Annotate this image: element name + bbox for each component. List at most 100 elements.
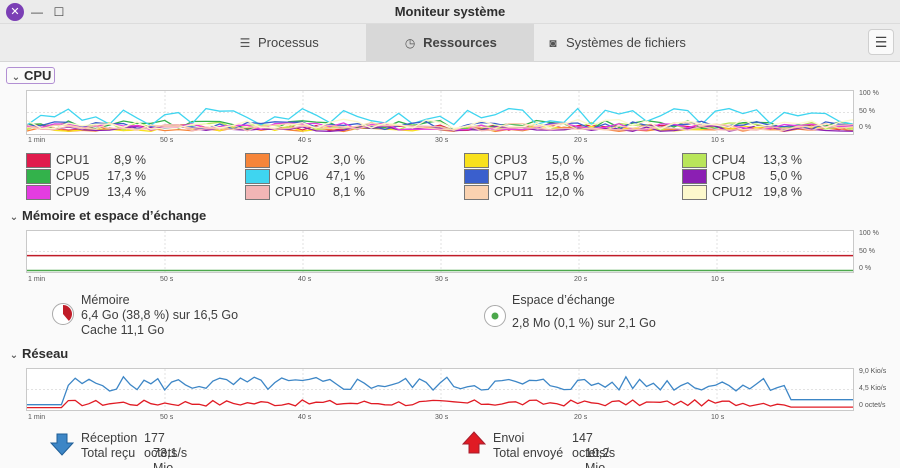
cpu-color-swatch[interactable] [682, 185, 707, 200]
network-history-chart [27, 369, 853, 410]
receive-total-label: Total reçu [81, 446, 136, 460]
download-arrow-icon[interactable] [49, 432, 75, 459]
swap-title: Espace d’échange [512, 293, 615, 307]
time-axis-label: 50 s [160, 276, 174, 283]
cpu-percent: 47,1 % [326, 169, 365, 183]
send-info: Envoi 147 octets/s Total envoyé 10,2 Mio [493, 431, 615, 468]
time-axis-label: 20 s [574, 276, 588, 283]
send-value: 147 octets/s [572, 431, 616, 460]
close-icon[interactable]: ✕ [6, 3, 24, 21]
cpu-color-swatch[interactable] [682, 169, 707, 184]
cpu-y-label-0: 0 % [859, 124, 872, 131]
chevron-down-icon: ⌄ [9, 350, 19, 361]
cpu-y-label-100: 100 % [859, 90, 879, 97]
cpu-color-swatch[interactable] [464, 169, 489, 184]
net-y-label-0: 0 octet/s [859, 402, 886, 409]
list-icon: ☰ [239, 36, 251, 50]
cpu-color-swatch[interactable] [464, 185, 489, 200]
tab-bar: ☰ Processus ◷ Ressources ◙ Systèmes de fich… [0, 24, 900, 62]
cpu-color-swatch[interactable] [682, 153, 707, 168]
cpu-percent: 5,0 % [770, 169, 802, 183]
cpu-percent: 17,3 % [107, 169, 146, 183]
send-total-value: 10,2 Mio [585, 446, 610, 468]
receive-label: Réception [81, 431, 138, 445]
hamburger-menu-button[interactable]: ☰ [868, 29, 894, 55]
memory-section-header[interactable]: ⌄ Mémoire et espace d’échange [6, 208, 206, 223]
mem-y-label-50: 50 % [859, 248, 875, 255]
cpu-series-line [27, 118, 853, 130]
mem-y-label-100: 100 % [859, 230, 879, 237]
time-axis-label: 40 s [298, 276, 312, 283]
cpu-percent: 8,9 % [114, 153, 146, 167]
time-axis-label: 1 min [28, 414, 46, 421]
cpu-history-chart [27, 91, 853, 134]
cpu-name: CPU5 [56, 169, 90, 183]
cpu-name: CPU4 [712, 153, 746, 167]
receive-value: 177 octets/s [144, 431, 188, 460]
time-axis-label: 10 s [711, 276, 725, 283]
net-y-label-max: 9,0 Kio/s [859, 368, 887, 375]
receive-info: Réception 177 octets/s Total reçu 73,1 Mio [81, 431, 187, 468]
network-section-header[interactable]: ⌄ Réseau [6, 346, 68, 361]
time-axis-label: 1 min [28, 276, 46, 283]
cpu-name: CPU12 [712, 185, 753, 199]
cpu-percent: 3,0 % [333, 153, 365, 167]
cpu-percent: 15,8 % [545, 169, 584, 183]
chevron-down-icon: ⌄ [11, 72, 21, 83]
tab-resources[interactable]: ◷ Ressources [366, 24, 534, 62]
cpu-color-swatch[interactable] [245, 153, 270, 168]
cpu-name: CPU7 [494, 169, 528, 183]
memory-pie-slice [63, 305, 72, 321]
send-total-label: Total envoyé [493, 446, 564, 460]
memory-title: Mémoire [81, 293, 130, 307]
cpu-percent: 5,0 % [552, 153, 584, 167]
tab-filesystems[interactable]: ◙ Systèmes de fichiers [546, 24, 686, 62]
cpu-name: CPU8 [712, 169, 746, 183]
cpu-color-swatch[interactable] [26, 169, 51, 184]
cpu-series-line [27, 107, 853, 127]
time-axis-label: 10 s [711, 414, 725, 421]
time-axis-label: 30 s [435, 137, 449, 144]
cpu-color-swatch[interactable] [245, 185, 270, 200]
cpu-graph [26, 90, 854, 135]
swap-usage: 2,8 Mo (0,1 %) sur 2,1 Go [512, 316, 656, 330]
mem-y-label-0: 0 % [859, 265, 872, 272]
time-axis-label: 10 s [711, 137, 725, 144]
memory-pie-icon[interactable] [52, 303, 74, 325]
memory-history-chart [27, 231, 853, 272]
swap-pie-icon[interactable] [484, 305, 506, 327]
cpu-percent: 8,1 % [333, 185, 365, 199]
title-bar: ✕ — ☐ Moniteur système [0, 0, 900, 24]
gauge-icon: ◷ [404, 36, 416, 50]
time-axis-label: 40 s [298, 137, 312, 144]
swap-info: Espace d’échange 2,8 Mo (0,1 %) sur 2,1 … [512, 293, 656, 331]
time-axis-label: 40 s [298, 414, 312, 421]
cpu-name: CPU10 [275, 185, 316, 199]
cpu-color-swatch[interactable] [464, 153, 489, 168]
tab-processes[interactable]: ☰ Processus [238, 24, 319, 62]
cpu-color-swatch[interactable] [26, 185, 51, 200]
cpu-section-header[interactable]: ⌄ CPU [6, 67, 56, 84]
cpu-color-swatch[interactable] [245, 169, 270, 184]
cpu-name: CPU11 [494, 185, 534, 199]
time-axis-label: 50 s [160, 137, 174, 144]
cpu-percent: 12,0 % [545, 185, 584, 199]
cpu-series-line [27, 122, 853, 132]
send-label: Envoi [493, 431, 525, 445]
cpu-color-swatch[interactable] [26, 153, 51, 168]
memory-graph [26, 230, 854, 273]
window-title: Moniteur système [394, 4, 506, 19]
cpu-name: CPU2 [275, 153, 309, 167]
cpu-percent: 13,3 % [763, 153, 802, 167]
maximize-icon[interactable]: ☐ [53, 5, 65, 19]
chevron-down-icon: ⌄ [9, 212, 19, 223]
send-series-line [27, 399, 853, 409]
time-axis-label: 1 min [28, 137, 46, 144]
time-axis-label: 30 s [435, 276, 449, 283]
cpu-name: CPU1 [56, 153, 90, 167]
upload-arrow-icon[interactable] [461, 431, 487, 458]
network-graph [26, 368, 854, 411]
time-axis-label: 20 s [574, 414, 588, 421]
minimize-icon[interactable]: — [31, 5, 43, 19]
net-y-label-mid: 4,5 Kio/s [859, 385, 887, 392]
